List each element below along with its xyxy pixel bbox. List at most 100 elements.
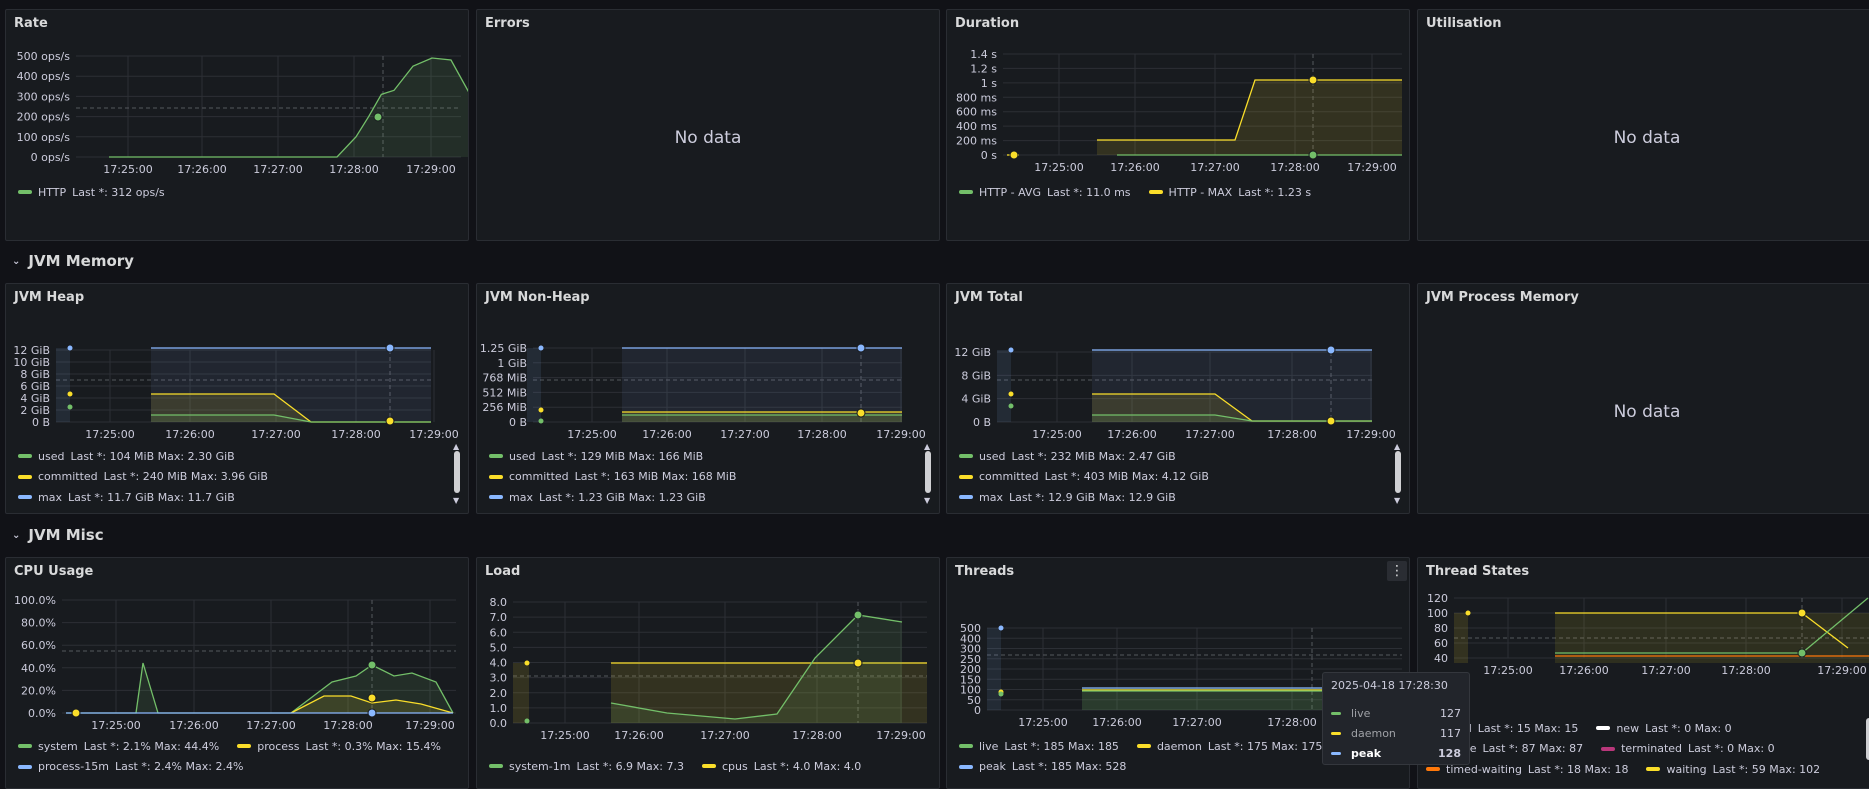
y-tick-label: 400 ops/s <box>17 70 71 83</box>
panel-thread-states[interactable]: Thread States 120 100 80 60 40 17:25:00 17:26:… <box>1417 557 1869 789</box>
panel-load[interactable]: Load 8.0 7.0 6.0 5.0 4.0 3.0 2.0 1.0 0.0 17:25:00… <box>476 557 940 789</box>
legend-scrollbar[interactable] <box>1866 718 1869 760</box>
load-chart[interactable]: 8.0 7.0 6.0 5.0 4.0 3.0 2.0 1.0 0.0 17:25:00 17:26… <box>477 588 940 768</box>
legend-series-name[interactable]: process-15m <box>38 760 109 774</box>
legend-series-name[interactable]: cpus <box>722 759 748 773</box>
y-tick-label: 80.0% <box>21 617 56 630</box>
scroll-down-icon[interactable]: ▼ <box>453 496 460 505</box>
legend-series-name[interactable]: used <box>979 449 1006 463</box>
legend-series-name[interactable]: max <box>38 490 62 504</box>
panel-duration[interactable]: Duration 1.4 s 1.2 s 1 s 800 ms 600 ms 400 ms… <box>946 9 1410 241</box>
y-tick-label: 250 <box>960 653 981 666</box>
scroll-up-icon[interactable]: ▲ <box>1394 442 1401 451</box>
legend-series-name[interactable]: process <box>257 739 300 753</box>
scroll-down-icon[interactable]: ▼ <box>924 496 931 505</box>
series-max-point <box>1008 347 1014 353</box>
rate-chart[interactable]: 500 ops/s 400 ops/s 300 ops/s 200 ops/s 100 … <box>6 40 469 220</box>
legend-series-name[interactable]: timed-waiting <box>1446 762 1522 776</box>
legend-series-name[interactable]: used <box>38 449 65 463</box>
y-tick-label: 0 s <box>981 149 997 162</box>
legend-series-name[interactable]: committed <box>38 470 98 484</box>
series-swatch <box>1148 190 1163 195</box>
panel-menu-button[interactable]: ⋮ <box>1387 561 1407 581</box>
legend-row: system Last *: 2.1% Max: 44.4% process Last… <box>18 736 447 757</box>
scroll-up-icon[interactable]: ▲ <box>453 442 460 451</box>
legend-series-name[interactable]: system <box>38 739 78 753</box>
legend-row: live Last *: 185 Max: 185 daemon Last *: 17… <box>959 736 1328 757</box>
panel-jvm-heap[interactable]: JVM Heap 12 GiB 10 GiB 8 GiB 6 GiB 4 GiB 2 Gi… <box>5 283 469 514</box>
total-chart[interactable]: 12 GiB 8 GiB 4 GiB 0 B 17:25:00 17:26:00 17:27… <box>947 314 1410 484</box>
legend-series-name[interactable]: terminated <box>1621 742 1683 756</box>
panel-title: Errors <box>485 16 530 31</box>
series-waiting-line <box>1801 612 1849 649</box>
series-system-area <box>66 663 453 713</box>
thread-states-chart[interactable]: 120 100 80 60 40 17:25:00 17:26:00 17:27:00 17:2… <box>1418 588 1869 698</box>
series-system-1m-area <box>611 615 902 723</box>
threads-tooltip: 2025-04-18 17:28:30 live 127 daemon 117 … <box>1322 672 1470 765</box>
hover-point <box>1326 345 1336 355</box>
legend-series-name[interactable]: max <box>979 490 1003 504</box>
panel-jvm-total[interactable]: JVM Total 12 GiB 8 GiB 4 GiB 0 B 17:25:00 17:… <box>946 283 1410 514</box>
legend-series-name[interactable]: daemon <box>1156 739 1202 753</box>
legend-stat: Last *: 6.9 Max: 7.3 <box>576 759 684 773</box>
hover-point <box>385 416 395 426</box>
legend-series-name[interactable]: committed <box>509 470 569 484</box>
series-runnable-point <box>1465 610 1471 616</box>
hover-point <box>373 112 383 122</box>
legend-series-name[interactable]: max <box>509 490 533 504</box>
x-tick-label: 17:26:00 <box>1092 716 1141 729</box>
row-header-jvm-memory[interactable]: ⌄ JVM Memory <box>12 252 134 270</box>
panel-jvm-non-heap[interactable]: JVM Non-Heap 1.25 GiB 1 GiB 768 MiB 512 MiB… <box>476 283 940 514</box>
legend-series-name[interactable]: live <box>979 739 999 753</box>
legend-series-name[interactable]: new <box>1616 721 1640 735</box>
series-system-line <box>66 662 454 714</box>
legend-row: used Last *: 232 MiB Max: 2.47 GiB <box>959 446 1215 467</box>
series-swatch <box>959 764 973 769</box>
series-swatch <box>959 744 973 749</box>
y-tick-label: 500 <box>960 622 981 635</box>
legend-scrollbar[interactable] <box>925 451 931 493</box>
legend-stat: Last *: 2.1% Max: 44.4% <box>83 739 220 753</box>
legend-series-name[interactable]: peak <box>979 760 1006 774</box>
legend-scrollbar[interactable] <box>1395 451 1401 493</box>
x-tick-label: 17:29:00 <box>1817 664 1866 677</box>
series-committed-point <box>67 391 73 397</box>
y-tick-label: 40 <box>1434 652 1448 665</box>
row-header-jvm-misc[interactable]: ⌄ JVM Misc <box>12 526 104 544</box>
panel-utilisation[interactable]: Utilisation No data <box>1417 9 1869 241</box>
tooltip-label: live <box>1351 707 1371 720</box>
chevron-down-icon[interactable]: ⌄ <box>12 255 21 267</box>
legend-stat: Last *: 0 Max: 0 <box>1688 742 1775 756</box>
x-tick-label: 17:27:00 <box>1185 428 1234 441</box>
legend-series-name[interactable]: committed <box>979 470 1039 484</box>
peak-area-early <box>987 628 1001 710</box>
legend-scrollbar[interactable] <box>454 451 460 493</box>
hover-point <box>1308 75 1318 85</box>
legend-series-name[interactable]: used <box>509 449 536 463</box>
y-tick-label: 0.0 <box>490 717 508 730</box>
panel-errors[interactable]: Errors No data <box>476 9 940 241</box>
panel-title: CPU Usage <box>14 564 94 579</box>
runnable-area <box>1555 613 1869 663</box>
x-tick-label: 17:27:00 <box>1172 716 1221 729</box>
series-live-point <box>998 691 1004 697</box>
legend-series-name[interactable]: system-1m <box>509 759 571 773</box>
series-swatch <box>489 495 503 500</box>
panel-cpu-usage[interactable]: CPU Usage 100.0% 80.0% 60.0% 40.0% 20.0% 0.0%… <box>5 557 469 789</box>
panel-rate[interactable]: Rate 500 ops/s 400 ops/s 300 ops/s 200 ops/… <box>5 9 469 241</box>
chevron-down-icon[interactable]: ⌄ <box>12 529 21 541</box>
panel-jvm-process-memory[interactable]: JVM Process Memory No data <box>1417 283 1869 514</box>
legend-series-name[interactable]: HTTP <box>38 185 67 199</box>
scroll-up-icon[interactable]: ▲ <box>924 442 931 451</box>
legend-series-name[interactable]: HTTP - AVG <box>979 185 1041 199</box>
cpu-legend: system Last *: 2.1% Max: 44.4% process Last… <box>18 736 447 777</box>
series-swatch <box>959 190 973 195</box>
legend-series-name[interactable]: waiting <box>1666 762 1707 776</box>
legend-series-name[interactable]: HTTP - MAX <box>1168 185 1233 199</box>
hover-point <box>1797 608 1807 618</box>
scroll-down-icon[interactable]: ▼ <box>1394 496 1401 505</box>
cpu-chart[interactable]: 100.0% 80.0% 60.0% 40.0% 20.0% 0.0% 17:25:00 17… <box>6 588 469 758</box>
